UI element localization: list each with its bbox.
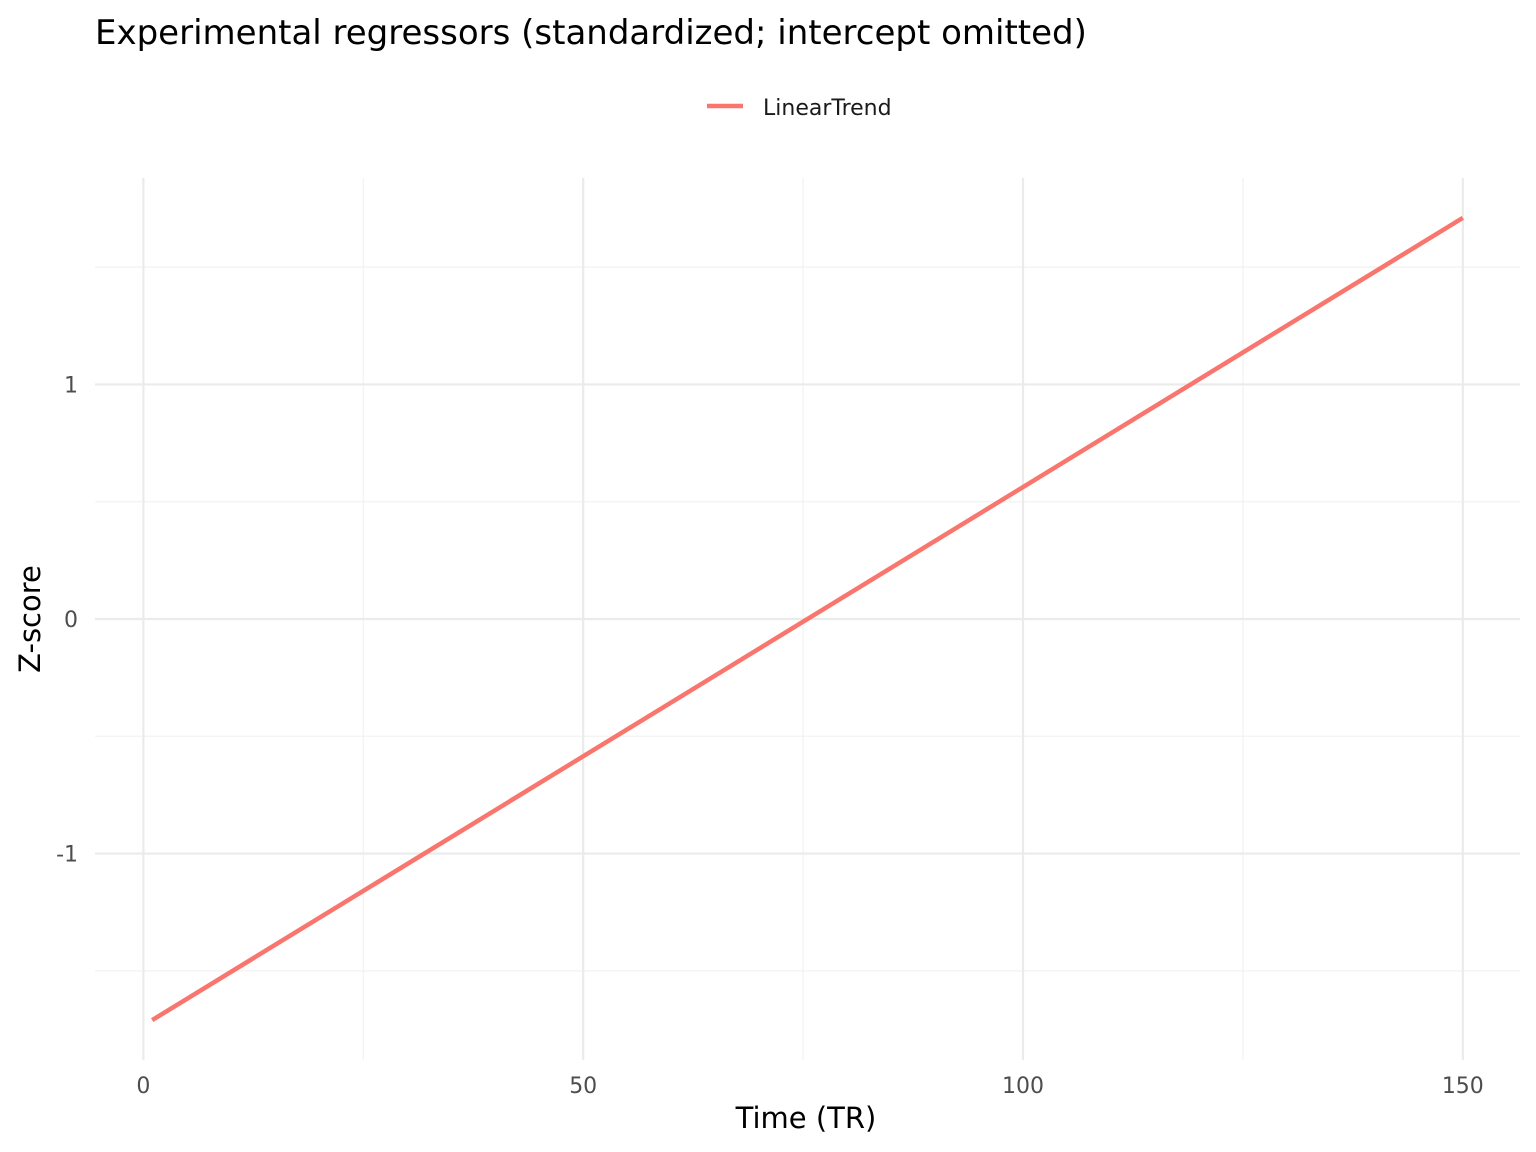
series-line-lineartrend [151, 215, 1464, 1023]
x-tick-label: 50 [569, 1074, 597, 1099]
x-tick-label: 0 [136, 1074, 150, 1099]
y-tick-label: 1 [64, 373, 78, 398]
y-tick-label: -1 [56, 843, 78, 868]
y-axis-title: Z-score [13, 565, 47, 673]
series-layer [151, 215, 1464, 1023]
grid-minor [95, 178, 1520, 1060]
chart-title: Experimental regressors (standardized; i… [95, 13, 1087, 53]
x-tick-label: 100 [1002, 1074, 1044, 1099]
x-axis-title: Time (TR) [735, 1101, 877, 1135]
legend-label-lineartrend: LinearTrend [763, 96, 892, 121]
x-tick-labels: 0 50 100 150 [136, 1074, 1483, 1099]
y-tick-labels: -1 0 1 [56, 373, 78, 867]
y-tick-label: 0 [64, 608, 78, 633]
legend: LinearTrend [707, 96, 892, 121]
x-tick-label: 150 [1442, 1074, 1484, 1099]
